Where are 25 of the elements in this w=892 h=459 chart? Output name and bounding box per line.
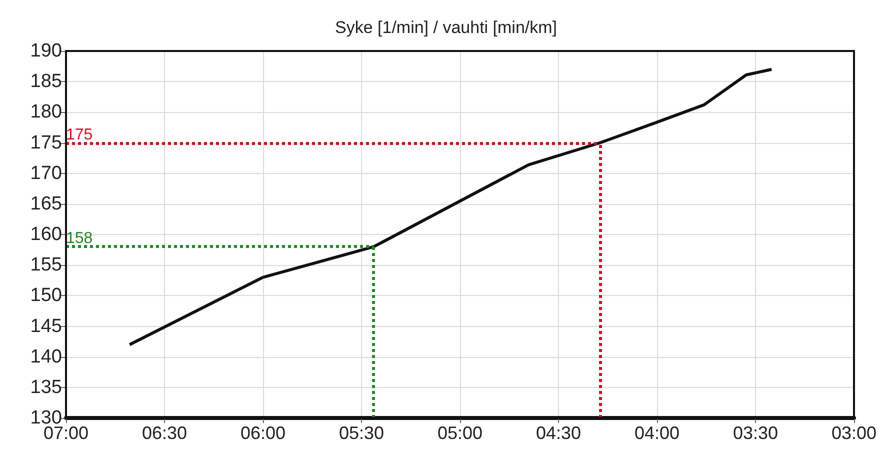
y-tick-label: 175: [30, 132, 62, 154]
ref-line-label: 158: [66, 230, 93, 248]
y-tick-label: 170: [30, 162, 62, 184]
x-tick-label: 03:30: [732, 423, 778, 443]
x-tick-label: 05:00: [437, 423, 483, 443]
y-tick-label: 155: [30, 254, 62, 276]
x-tick-label: 04:30: [536, 423, 582, 443]
x-tick-label: 03:00: [831, 423, 877, 443]
chart-title: Syke [1/min] / vauhti [min/km]: [334, 18, 558, 37]
y-tick-label: 180: [30, 102, 62, 123]
x-tick-label: 04:00: [634, 423, 680, 443]
x-tick-label: 05:30: [338, 423, 384, 443]
y-tick-label: 160: [30, 224, 62, 245]
ref-line-label: 175: [66, 126, 93, 144]
y-tick-label: 135: [30, 376, 62, 398]
x-tick-label: 06:00: [240, 423, 286, 443]
y-tick-label: 145: [30, 316, 62, 337]
y-tick-label: 140: [30, 346, 62, 368]
y-tick-label: 185: [30, 71, 62, 92]
y-tick-label: 150: [30, 285, 62, 306]
x-tick-label: 06:30: [142, 423, 188, 443]
line-series: [128, 68, 774, 346]
y-tick-label: 190: [30, 40, 62, 62]
y-tick-label: 165: [30, 193, 62, 214]
x-tick-label: 07:00: [43, 423, 89, 443]
